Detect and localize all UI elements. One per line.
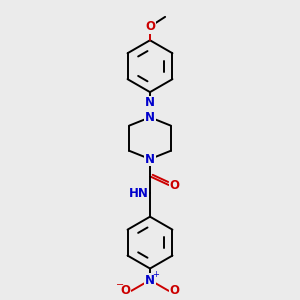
Text: O: O [170, 178, 180, 191]
Text: O: O [145, 20, 155, 33]
Text: O: O [120, 284, 130, 297]
Text: N: N [145, 153, 155, 166]
Text: N: N [145, 111, 155, 124]
Text: −: − [116, 280, 124, 290]
Text: O: O [170, 284, 180, 297]
Text: N: N [145, 274, 155, 286]
Text: +: + [152, 270, 159, 279]
Text: N: N [145, 96, 155, 110]
Text: HN: HN [128, 187, 148, 200]
